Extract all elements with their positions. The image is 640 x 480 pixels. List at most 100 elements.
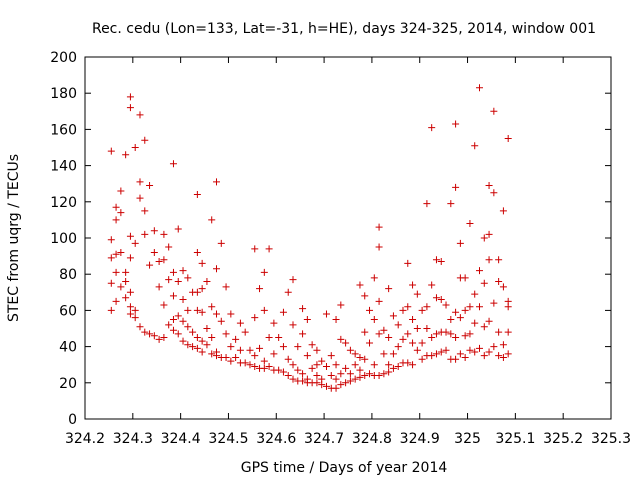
data-point [332, 384, 340, 392]
data-point [428, 352, 436, 360]
y-tick-label: 0 [68, 412, 77, 428]
data-point [246, 346, 254, 354]
data-point [275, 334, 283, 342]
data-point [394, 363, 402, 371]
data-point [432, 330, 440, 338]
data-point [418, 306, 426, 314]
data-point [174, 330, 182, 338]
data-point [447, 200, 455, 208]
data-point [375, 223, 383, 231]
data-point [337, 381, 345, 389]
y-tick-label: 140 [50, 159, 77, 175]
data-point [150, 248, 158, 256]
data-point [126, 288, 134, 296]
data-point [184, 341, 192, 349]
data-point [432, 350, 440, 358]
data-point [184, 274, 192, 282]
data-point [409, 281, 417, 289]
data-point [179, 296, 187, 304]
data-point [126, 232, 134, 240]
data-point [208, 350, 216, 358]
data-point [165, 276, 173, 284]
x-tick-label: 324.4 [161, 431, 201, 447]
data-point [428, 281, 436, 289]
data-point [428, 334, 436, 342]
data-point [461, 274, 469, 282]
data-point [303, 352, 311, 360]
data-point [476, 303, 483, 311]
x-tick-label: 325 [454, 431, 481, 447]
data-point [342, 364, 350, 372]
x-tick-label: 324.8 [352, 431, 392, 447]
data-point [466, 330, 474, 338]
data-point [236, 319, 244, 327]
plot-frame [84, 56, 612, 420]
data-point [146, 261, 154, 269]
data-point [227, 310, 235, 318]
data-point [337, 301, 345, 309]
data-point [418, 355, 426, 363]
data-point [279, 308, 287, 316]
data-point [265, 334, 273, 342]
data-point [299, 305, 307, 313]
data-point [495, 328, 503, 336]
data-point [504, 328, 512, 336]
data-point [117, 187, 125, 195]
data-point [279, 368, 287, 376]
data-point [131, 306, 139, 314]
data-point [452, 355, 460, 363]
data-point [375, 243, 383, 251]
data-point [232, 353, 240, 361]
data-point [193, 306, 201, 314]
data-point [361, 355, 369, 363]
data-point [260, 357, 268, 365]
data-point [361, 372, 369, 380]
data-point [318, 381, 326, 389]
data-point [375, 330, 383, 338]
data-point [251, 352, 259, 360]
data-point [499, 353, 507, 361]
x-axis-title: GPS time / Days of year 2014 [241, 460, 448, 476]
data-point [432, 256, 440, 264]
data-point [490, 107, 498, 115]
data-point [370, 274, 378, 282]
data-point [342, 339, 350, 347]
data-point [389, 364, 397, 372]
data-point [122, 268, 130, 276]
data-point [179, 337, 187, 345]
data-point [490, 189, 498, 197]
data-point [404, 303, 412, 311]
data-point [165, 321, 173, 329]
data-point [107, 254, 115, 262]
data-point [322, 310, 330, 318]
data-point [456, 314, 464, 322]
data-point [404, 330, 412, 338]
data-point [189, 343, 197, 351]
y-tick-label: 200 [50, 50, 77, 66]
data-point [179, 267, 187, 275]
data-point [227, 343, 235, 351]
data-point [265, 245, 273, 253]
data-point [246, 361, 254, 369]
y-tick-label: 160 [50, 122, 77, 138]
data-point [466, 303, 474, 311]
data-point [265, 363, 273, 371]
data-point [141, 328, 149, 336]
data-point [313, 346, 321, 354]
data-point [251, 314, 259, 322]
data-point [227, 357, 235, 365]
data-point [471, 319, 479, 327]
data-point [279, 343, 287, 351]
data-point [332, 315, 340, 323]
data-point [136, 323, 144, 331]
data-point [332, 361, 340, 369]
data-point [370, 315, 378, 323]
y-axis: 0 20 40 60 80 100 120 140 160 180 200 [50, 50, 611, 428]
data-point [394, 343, 402, 351]
x-tick-label: 324.5 [208, 431, 248, 447]
data-point [122, 277, 130, 285]
data-point [117, 209, 125, 217]
data-point [150, 332, 158, 340]
data-point [480, 279, 488, 287]
data-point [313, 361, 321, 369]
